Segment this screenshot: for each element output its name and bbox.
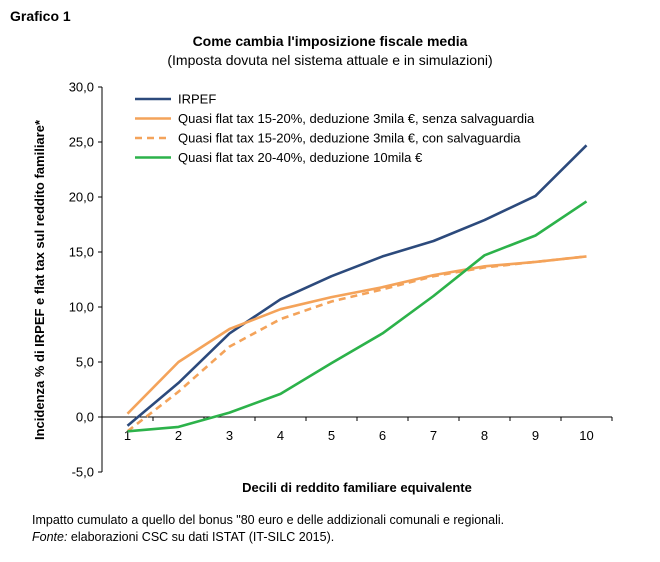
x-tick-label: 9: [532, 428, 539, 443]
legend-label: IRPEF: [178, 92, 216, 107]
line-chart: -5,0 0,0 5,0 10,0 15,0 20,0 25,0 30,0 1 2 3 4 5 6 7 8 9 1…: [32, 80, 613, 495]
y-tick-label: 10,0: [69, 300, 94, 315]
source-label: Fonte:: [32, 530, 68, 544]
note-source: Fonte: elaborazioni CSC su dati ISTAT (I…: [32, 530, 334, 544]
x-tick-label: 10: [579, 428, 593, 443]
x-tick-label: 2: [175, 428, 182, 443]
x-tick-label: 8: [481, 428, 488, 443]
series-flat-20-40-line: [127, 200, 588, 433]
figure-label: Grafico 1: [10, 8, 71, 24]
legend-label: Quasi flat tax 15-20%, deduzione 3mila €…: [178, 111, 535, 126]
y-tick-label: 25,0: [69, 135, 94, 150]
x-tick-label: 6: [379, 428, 386, 443]
y-tick-label: 0,0: [76, 410, 94, 425]
y-axis-title: Incidenza % di IRPEF e flat tax sul redd…: [32, 119, 47, 440]
x-tick-label: 5: [328, 428, 335, 443]
series-irpef-line: [126, 144, 588, 427]
x-tick-label: 7: [430, 428, 437, 443]
y-tick-label: 5,0: [76, 355, 94, 370]
x-tick-label: 3: [226, 428, 233, 443]
y-tick-label: 15,0: [69, 245, 94, 260]
y-tick-label: 30,0: [69, 80, 94, 95]
note-bonus: Impatto cumulato a quello del bonus "80 …: [32, 513, 505, 527]
series-flat-15-20-senza-line: [126, 255, 587, 415]
y-tick-label: 20,0: [69, 190, 94, 205]
y-tick-label: -5,0: [72, 465, 94, 480]
x-axis-title: Decili di reddito familiare equivalente: [242, 480, 472, 495]
x-tick-label: 4: [277, 428, 284, 443]
chart-subtitle: (Imposta dovuta nel sistema attuale e in…: [167, 52, 493, 68]
x-tick-label: 1: [124, 428, 131, 443]
source-text: elaborazioni CSC su dati ISTAT (IT-SILC …: [67, 530, 335, 544]
legend-label: Quasi flat tax 20-40%, deduzione 10mila …: [178, 150, 423, 165]
chart-title: Come cambia l'imposizione fiscale media: [192, 33, 468, 49]
legend-label: Quasi flat tax 15-20%, deduzione 3mila €…: [178, 131, 521, 146]
series-flat-15-20-con-line: [126, 255, 587, 433]
